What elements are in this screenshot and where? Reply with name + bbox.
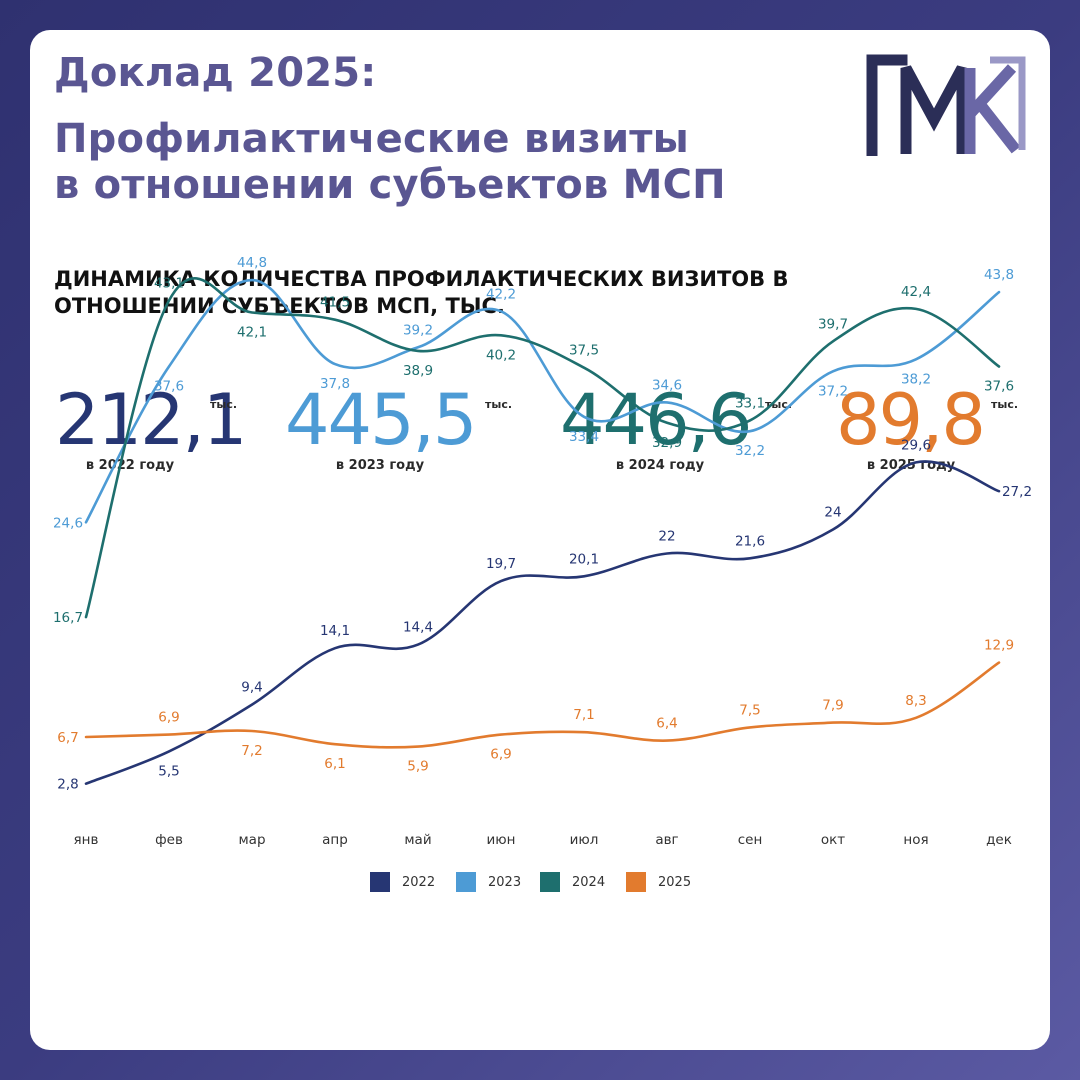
legend-item-2022: 2022: [370, 872, 435, 892]
legend-swatch: [626, 872, 646, 892]
legend-item-2025: 2025: [626, 872, 691, 892]
data-label: 37,6: [984, 379, 1014, 395]
data-label: 6,9: [490, 747, 511, 763]
page-subtitle-line-1: Профилактические визиты: [54, 116, 690, 162]
data-label: 42,2: [486, 286, 516, 302]
data-label: 8,3: [905, 693, 926, 709]
data-label: 41,5: [320, 295, 350, 311]
legend-label: 2023: [488, 874, 522, 890]
data-label: 5,9: [407, 759, 428, 775]
data-label: 6,9: [158, 710, 179, 726]
data-label: 7,2: [241, 743, 262, 759]
data-label: 38,9: [403, 363, 433, 379]
x-tick-label: дек: [986, 832, 1012, 848]
data-label: 5,5: [158, 763, 179, 779]
data-label: 38,2: [901, 371, 931, 387]
data-label: 37,5: [569, 343, 599, 359]
data-label: 42,1: [237, 325, 267, 341]
data-label: 2,8: [57, 777, 78, 793]
data-label: 39,7: [818, 316, 848, 332]
data-label: 37,6: [154, 379, 184, 395]
data-label: 7,5: [739, 702, 760, 718]
data-label: 32,9: [652, 435, 682, 451]
x-tick-label: апр: [322, 832, 348, 848]
data-label: 24,6: [53, 515, 83, 531]
legend-item-2024: 2024: [540, 872, 605, 892]
year-total-unit: тыс.: [991, 398, 1019, 411]
x-tick-label: сен: [738, 832, 763, 848]
year-total-unit: тыс.: [485, 398, 513, 411]
card: Доклад 2025: Профилактические визиты в о…: [30, 30, 1050, 1050]
data-label: 29,6: [901, 437, 931, 453]
x-tick-label: фев: [155, 832, 183, 848]
series-line-2025: [84, 661, 1001, 749]
data-label: 22: [658, 529, 675, 545]
series-line-2022: [84, 460, 1001, 785]
series-line-2024: [84, 277, 1001, 619]
page-title: Доклад 2025:: [54, 50, 377, 96]
data-label: 40,2: [486, 347, 516, 363]
data-label: 20,1: [569, 551, 599, 567]
data-label: 6,4: [656, 716, 677, 732]
data-label: 7,1: [573, 707, 594, 723]
data-label: 44,8: [237, 255, 267, 271]
data-label: 33,1: [735, 395, 765, 411]
data-label: 6,1: [324, 756, 345, 772]
year-total-unit: тыс.: [765, 398, 793, 411]
legend-label: 2022: [402, 874, 436, 890]
x-tick-label: янв: [74, 832, 99, 848]
data-label: 34,6: [652, 377, 682, 393]
chart-heading-line-1: ДИНАМИКА КОЛИЧЕСТВА ПРОФИЛАКТИЧЕСКИХ ВИЗ…: [54, 267, 789, 291]
legend-swatch: [540, 872, 560, 892]
page-subtitle-line-2: в отношении субъектов МСП: [54, 162, 726, 208]
chart-heading: ДИНАМИКА КОЛИЧЕСТВА ПРОФИЛАКТИЧЕСКИХ ВИЗ…: [54, 266, 954, 320]
year-total-caption: в 2023 году: [335, 458, 425, 473]
x-tick-label: авг: [655, 832, 678, 848]
data-label: 32,2: [735, 443, 765, 459]
data-label: 42,4: [901, 284, 931, 300]
data-label: 37,2: [818, 383, 848, 399]
year-total-unit: тыс.: [210, 398, 238, 411]
data-label: 33,4: [569, 429, 599, 445]
data-label: 19,7: [486, 556, 516, 572]
x-tick-label: июн: [487, 832, 516, 848]
legend-item-2023: 2023: [456, 872, 521, 892]
data-label: 27,2: [1002, 484, 1032, 500]
data-label: 6,7: [57, 730, 78, 746]
x-tick-label: май: [404, 832, 431, 848]
year-total-value: 445,5: [285, 379, 477, 461]
x-tick-label: ноя: [903, 832, 928, 848]
year-total-caption: в 2022 году: [85, 458, 175, 473]
data-label: 14,4: [403, 620, 433, 636]
data-label: 43,8: [984, 267, 1014, 283]
legend-label: 2024: [572, 874, 606, 890]
data-label: 24: [824, 505, 841, 521]
data-label: 16,7: [53, 610, 83, 626]
x-tick-label: окт: [821, 832, 845, 848]
x-tick-label: июл: [570, 832, 599, 848]
legend-swatch: [370, 872, 390, 892]
data-label: 9,4: [241, 680, 262, 696]
data-label: 7,9: [822, 698, 843, 714]
line-chart: 2,8 5,5 9,4 14,1 14,4 19,7 20,1 22 21,6 24 29,6 27,…: [53, 255, 1032, 848]
x-tick-label: мар: [238, 832, 265, 848]
data-label: 12,9: [984, 638, 1014, 654]
data-label: 21,6: [735, 533, 765, 549]
year-total-caption: в 2024 году: [615, 458, 705, 473]
data-label: 43,1: [154, 276, 184, 292]
data-label: 39,2: [403, 322, 433, 338]
data-label: 14,1: [320, 623, 350, 639]
legend-label: 2025: [658, 874, 692, 890]
series-line-2023: [84, 278, 1001, 524]
legend-swatch: [456, 872, 476, 892]
year-total-value: 89,8: [836, 379, 986, 461]
mk-logo-icon: [866, 54, 1026, 156]
data-label: 37,8: [320, 376, 350, 392]
